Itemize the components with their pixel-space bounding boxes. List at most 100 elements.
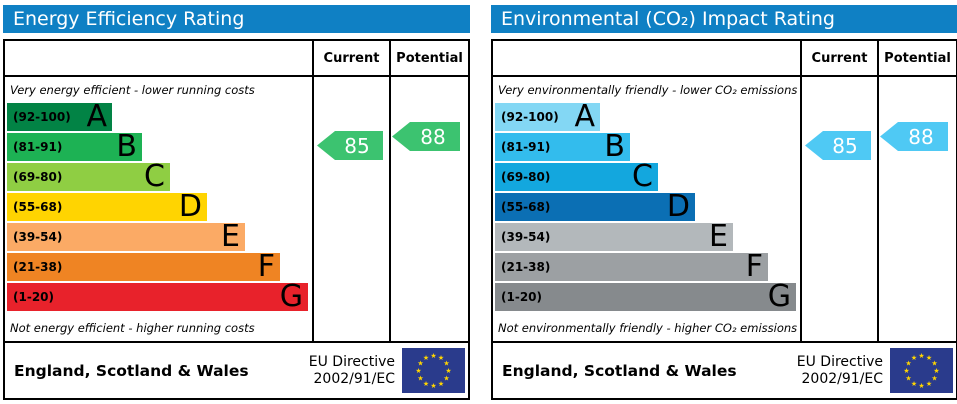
environmental-impact-panel: Environmental (CO₂) Impact Rating Curren… bbox=[491, 5, 957, 400]
region-label: England, Scotland & Wales bbox=[14, 361, 249, 380]
potential-rating-arrow: 88 bbox=[392, 122, 460, 151]
current-rating-arrow: 85 bbox=[805, 131, 871, 160]
potential-rating-value: 88 bbox=[420, 124, 446, 149]
bottom-caption: Not energy efficient - higher running co… bbox=[10, 321, 255, 335]
svg-text:★: ★ bbox=[438, 354, 444, 362]
eu-directive-label: EU Directive 2002/91/EC bbox=[309, 354, 395, 388]
chart-footer: England, Scotland & Wales EU Directive 2… bbox=[5, 341, 468, 398]
band-range: (21-38) bbox=[501, 260, 551, 274]
svg-text:★: ★ bbox=[905, 360, 911, 368]
rating-band-f: (21-38) F bbox=[7, 249, 280, 284]
svg-text:★: ★ bbox=[931, 360, 937, 368]
rating-band-g: (1-20) G bbox=[7, 279, 308, 314]
rating-band-a: (92-100) A bbox=[495, 102, 600, 132]
svg-text:★: ★ bbox=[423, 354, 429, 362]
column-divider bbox=[877, 77, 879, 341]
rating-band-b: (81-91) B bbox=[7, 129, 142, 164]
band-range: (55-68) bbox=[13, 200, 63, 214]
current-column-header: Current bbox=[800, 41, 877, 75]
svg-text:★: ★ bbox=[417, 375, 423, 383]
rating-band-c: (69-80) C bbox=[7, 159, 170, 194]
band-letter: B bbox=[604, 129, 625, 164]
column-divider bbox=[312, 77, 314, 341]
svg-text:★: ★ bbox=[430, 352, 436, 360]
bottom-caption: Not environmentally friendly - higher CO… bbox=[498, 321, 798, 335]
band-range: (21-38) bbox=[13, 260, 63, 274]
panel-title-text: Energy Efficiency Rating bbox=[13, 8, 245, 30]
current-rating-value: 85 bbox=[344, 133, 370, 158]
svg-text:★: ★ bbox=[918, 352, 924, 360]
rating-band-a: (92-100) A bbox=[7, 99, 112, 134]
rating-band-e: (39-54) E bbox=[495, 222, 733, 252]
band-letter: F bbox=[257, 249, 275, 284]
eu-directive-line1: EU Directive bbox=[796, 353, 883, 370]
band-letter: D bbox=[666, 189, 690, 224]
band-letter: A bbox=[86, 99, 107, 134]
svg-text:★: ★ bbox=[926, 380, 932, 388]
current-column-header: Current bbox=[312, 41, 389, 75]
band-range: (1-20) bbox=[501, 290, 542, 304]
rating-band-f: (21-38) F bbox=[495, 249, 768, 284]
potential-column-header: Potential bbox=[877, 41, 956, 75]
potential-rating-value: 88 bbox=[908, 124, 934, 149]
svg-text:★: ★ bbox=[438, 380, 444, 388]
svg-text:★: ★ bbox=[911, 380, 917, 388]
band-range: (92-100) bbox=[501, 110, 559, 124]
eu-directive-line2: 2002/91/EC bbox=[313, 370, 396, 387]
energy-chart-frame: Current Potential Very energy efficient … bbox=[3, 39, 470, 400]
svg-text:★: ★ bbox=[430, 382, 436, 390]
band-letter: F bbox=[745, 249, 763, 284]
current-rating-arrow: 85 bbox=[317, 131, 383, 160]
svg-text:★: ★ bbox=[931, 375, 937, 383]
band-range: (81-91) bbox=[13, 140, 63, 154]
band-letter: C bbox=[144, 159, 165, 194]
band-range: (1-20) bbox=[13, 290, 54, 304]
eu-directive-line2: 2002/91/EC bbox=[801, 370, 884, 387]
eu-directive-label: EU Directive 2002/91/EC bbox=[797, 354, 883, 388]
rating-band-d: (55-68) D bbox=[7, 189, 207, 224]
svg-text:★: ★ bbox=[933, 367, 939, 375]
svg-text:★: ★ bbox=[417, 360, 423, 368]
column-divider bbox=[800, 77, 802, 341]
energy-efficiency-panel: Energy Efficiency Rating Current Potenti… bbox=[3, 5, 470, 400]
band-range: (39-54) bbox=[501, 230, 551, 244]
eu-flag-icon: ★ ★★ ★★★ ★★★ ★★★ bbox=[402, 348, 465, 393]
header-spacer bbox=[493, 41, 800, 75]
potential-column-header: Potential bbox=[389, 41, 468, 75]
band-letter: C bbox=[632, 159, 653, 194]
band-range: (92-100) bbox=[13, 110, 71, 124]
band-range: (69-80) bbox=[13, 170, 63, 184]
rating-band-e: (39-54) E bbox=[7, 219, 245, 254]
band-range: (55-68) bbox=[501, 200, 551, 214]
environmental-chart-frame: Current Potential Very environmentally f… bbox=[491, 39, 957, 400]
column-header-row: Current Potential bbox=[493, 41, 956, 77]
energy-panel-title: Energy Efficiency Rating bbox=[3, 5, 470, 33]
svg-text:★: ★ bbox=[903, 367, 909, 375]
band-range: (39-54) bbox=[13, 230, 63, 244]
current-rating-value: 85 bbox=[832, 133, 858, 158]
header-spacer bbox=[5, 41, 312, 75]
svg-text:★: ★ bbox=[423, 380, 429, 388]
rating-band-b: (81-91) B bbox=[495, 129, 630, 164]
potential-rating-arrow: 88 bbox=[880, 122, 948, 151]
rating-band-g: (1-20) G bbox=[495, 282, 796, 312]
rating-band-c: (69-80) C bbox=[495, 159, 658, 194]
rating-bands: (92-100) A (81-91) B (69-80) C (55-68) D (39-54)… bbox=[495, 102, 796, 312]
eu-directive-line1: EU Directive bbox=[308, 353, 395, 370]
top-caption: Very environmentally friendly - lower CO… bbox=[498, 83, 798, 97]
band-letter: D bbox=[178, 189, 202, 224]
chart-body: Very environmentally friendly - lower CO… bbox=[493, 77, 956, 341]
band-range: (81-91) bbox=[501, 140, 551, 154]
rating-band-d: (55-68) D bbox=[495, 189, 695, 224]
svg-text:★: ★ bbox=[905, 375, 911, 383]
band-letter: G bbox=[279, 279, 303, 314]
svg-text:★: ★ bbox=[443, 360, 449, 368]
band-letter: B bbox=[116, 129, 137, 164]
band-letter: E bbox=[221, 219, 240, 254]
chart-footer: England, Scotland & Wales EU Directive 2… bbox=[493, 341, 956, 398]
svg-text:★: ★ bbox=[415, 367, 421, 375]
column-header-row: Current Potential bbox=[5, 41, 468, 77]
region-label: England, Scotland & Wales bbox=[502, 361, 737, 380]
top-caption: Very energy efficient - lower running co… bbox=[10, 83, 255, 97]
